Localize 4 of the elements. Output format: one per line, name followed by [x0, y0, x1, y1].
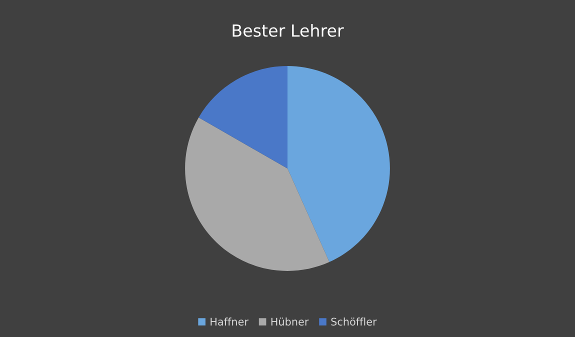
- legend-label: Hübner: [271, 318, 309, 326]
- chart-title: Bester Lehrer: [232, 24, 344, 37]
- legend-label: Haffner: [210, 318, 248, 326]
- legend-label: Schöffler: [331, 318, 377, 326]
